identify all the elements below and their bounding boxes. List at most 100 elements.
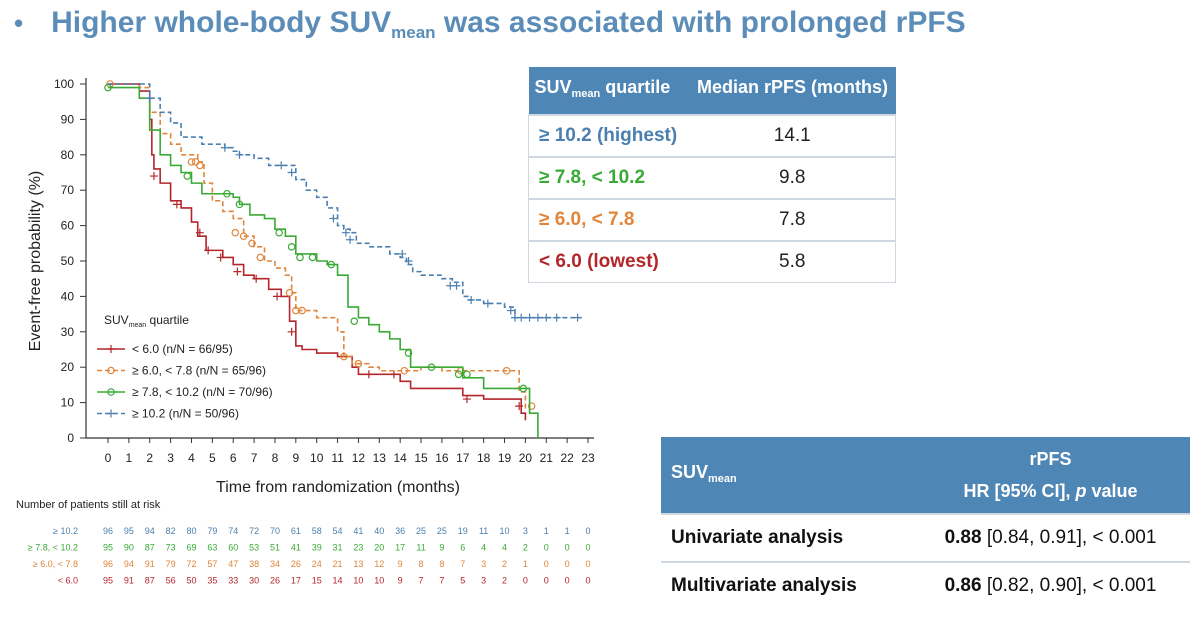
censor-mark (231, 228, 240, 237)
at-risk-value: 39 (312, 543, 322, 553)
at-risk-value: 72 (249, 526, 259, 536)
censor-mark (329, 214, 338, 223)
legend-label-3: ≥ 10.2 (n/N = 50/96) (132, 407, 239, 421)
at-risk-value: 95 (103, 543, 113, 553)
at-risk-value: 0 (585, 559, 590, 569)
censor-mark (275, 228, 283, 237)
censor-mark (398, 249, 407, 258)
y-tick-label: 20 (61, 360, 75, 374)
at-risk-value: 0 (565, 543, 570, 553)
hr-row-value: 0.86 [0.82, 0.90], < 0.001 (911, 561, 1190, 609)
at-risk-value: 0 (544, 559, 549, 569)
at-risk-value: 3 (481, 576, 486, 586)
median-row-value: 14.1 (689, 114, 896, 157)
at-risk-value: 31 (333, 543, 343, 553)
censor-mark (195, 228, 204, 237)
censor-mark (233, 267, 242, 276)
at-risk-value: 80 (186, 526, 196, 536)
y-tick-label: 30 (61, 325, 75, 339)
censor-mark (467, 295, 476, 304)
median-table-body: ≥ 10.2 (highest) 14.1 ≥ 7.8, < 10.2 9.8 ≥ 6.… (528, 114, 896, 283)
censor-mark (287, 327, 296, 336)
at-risk-value: 30 (249, 576, 259, 586)
at-risk-row-label: ≥ 6.0, < 7.8 (33, 559, 78, 569)
legend-label-1: ≥ 6.0, < 7.8 (n/N = 65/96) (132, 364, 266, 378)
median-table-header-quartile: SUVmean quartile (528, 67, 690, 115)
x-tick-label: 6 (230, 451, 237, 465)
at-risk-value: 87 (145, 576, 155, 586)
at-risk-value: 95 (103, 576, 113, 586)
x-tick-label: 4 (188, 451, 195, 465)
title-subscript: mean (391, 23, 436, 42)
hr-estimate: 0.88 (944, 527, 982, 548)
x-tick-label: 13 (373, 451, 387, 465)
censor-mark (346, 235, 355, 244)
at-risk-value: 56 (166, 576, 176, 586)
hr-table-header-suv: SUVmean (661, 437, 911, 514)
censor-mark (145, 94, 154, 103)
at-risk-value: 6 (460, 543, 465, 553)
at-risk-value: 90 (124, 543, 134, 553)
median-row-quartile: ≥ 10.2 (highest) (528, 114, 690, 157)
series-line-2 (108, 86, 539, 438)
at-risk-value: 15 (312, 576, 322, 586)
hr-table-header-rpfs: rPFS HR [95% CI], p value (911, 437, 1190, 514)
at-risk-value: 69 (186, 543, 196, 553)
y-tick-label: 10 (61, 396, 75, 410)
censor-mark (296, 253, 304, 262)
series-line-3 (108, 83, 582, 319)
at-risk-row-label: ≥ 10.2 (53, 526, 78, 536)
at-risk-value: 11 (479, 526, 488, 536)
x-tick-label: 12 (352, 451, 366, 465)
censor-mark (533, 313, 542, 322)
at-risk-value: 4 (481, 543, 486, 553)
at-risk-value: 12 (374, 559, 384, 569)
at-risk-value: 10 (500, 526, 510, 536)
censor-mark (400, 366, 409, 375)
at-risk-value: 11 (416, 543, 425, 553)
at-risk-value: 0 (565, 576, 570, 586)
at-risk-value: 23 (353, 543, 363, 553)
censor-mark (252, 274, 261, 283)
x-tick-label: 22 (560, 451, 574, 465)
at-risk-value: 26 (291, 559, 301, 569)
at-risk-value: 17 (395, 543, 405, 553)
hazard-ratio-table: SUVmean rPFS HR [95% CI], p value Univari… (661, 437, 1190, 609)
at-risk-value: 96 (103, 559, 113, 569)
censor-mark (216, 253, 225, 262)
title-bullet: • (14, 8, 24, 38)
censor-mark (506, 306, 515, 315)
x-tick-label: 7 (251, 451, 258, 465)
hr-table-row: Univariate analysis 0.88 [0.84, 0.91], < … (661, 513, 1190, 562)
at-risk-value: 21 (333, 559, 343, 569)
at-risk-value: 3 (523, 526, 528, 536)
at-risk-value: 9 (398, 559, 403, 569)
median-table-row: ≥ 7.8, < 10.2 9.8 (528, 156, 896, 199)
at-risk-value: 87 (145, 543, 155, 553)
censor-mark (519, 384, 528, 393)
at-risk-value: 51 (270, 543, 280, 553)
at-risk-value: 1 (544, 526, 549, 536)
title-text-pre: Higher whole-body SUV (51, 6, 392, 39)
censor-mark (364, 370, 373, 379)
legend-label-2: ≥ 7.8, < 10.2 (n/N = 70/96) (132, 385, 273, 399)
x-axis-label: Time from randomization (months) (216, 479, 460, 496)
at-risk-value: 10 (374, 576, 384, 586)
x-tick-label: 0 (105, 451, 112, 465)
at-risk-value: 10 (353, 576, 363, 586)
y-tick-label: 60 (61, 219, 75, 233)
censor-mark (248, 239, 256, 248)
legend-marker-2 (107, 388, 115, 396)
censor-mark (187, 158, 196, 166)
legend-marker-0 (107, 345, 115, 353)
at-risk-value: 3 (481, 559, 486, 569)
x-tick-label: 1 (126, 451, 133, 465)
censor-mark (542, 313, 551, 322)
at-risk-value: 60 (228, 543, 238, 553)
censor-mark (287, 168, 296, 177)
at-risk-value: 34 (270, 559, 280, 569)
censor-mark (235, 200, 244, 209)
at-risk-value: 8 (439, 559, 444, 569)
chart-series (104, 80, 582, 438)
